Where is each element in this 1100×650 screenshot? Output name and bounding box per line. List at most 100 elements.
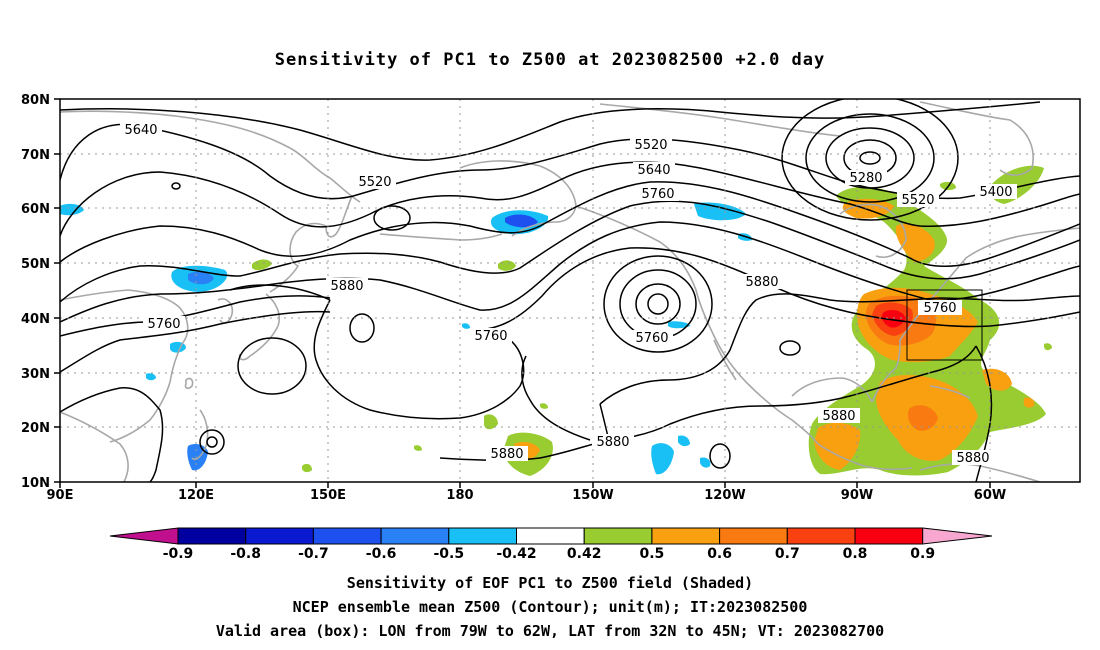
colorbar-tick: -0.9 — [163, 546, 194, 562]
neg-patch — [700, 457, 711, 468]
svg-text:5880: 5880 — [745, 275, 778, 290]
contour-label: 5880 — [486, 446, 528, 462]
contour-line — [60, 161, 1080, 237]
svg-text:5880: 5880 — [596, 435, 629, 450]
neg-patch — [505, 214, 538, 228]
contour-line — [60, 200, 1080, 303]
caption-valid-area: Valid area (box): LON from 79W to 62W, L… — [215, 622, 885, 640]
contour-label: 5280 — [845, 170, 887, 186]
contour-closed — [709, 443, 731, 469]
gridlines — [60, 99, 1080, 482]
contour-line — [229, 284, 331, 301]
neg-patch — [146, 373, 156, 381]
colorbar-tick: 0.5 — [639, 546, 664, 562]
contour-line — [439, 345, 977, 462]
coastline-philippines — [191, 409, 209, 461]
pos-patch — [1044, 343, 1052, 351]
colorbar-cell — [583, 527, 653, 545]
svg-text:5520: 5520 — [358, 175, 391, 190]
neg-patch — [188, 271, 214, 285]
contour-closed — [206, 436, 218, 448]
neg-patch — [694, 202, 746, 221]
contour-label: 5640 — [633, 162, 675, 178]
longitude-labels: 90E 120E 150E 180 150W 120W 90W 60W — [47, 488, 1007, 503]
svg-text:5880: 5880 — [330, 279, 363, 294]
coastline-asia-north — [60, 110, 361, 203]
svg-text:5880: 5880 — [490, 447, 523, 462]
pos-patch — [252, 259, 272, 271]
svg-text:5880: 5880 — [956, 451, 989, 466]
colorbar-cell — [854, 527, 924, 545]
colorbar-tick: -0.42 — [496, 546, 536, 562]
colorbar-cell — [448, 527, 517, 545]
contour-label: 5640 — [120, 122, 162, 138]
contour-line — [60, 310, 331, 373]
lon-label: 120W — [704, 488, 745, 503]
contour-label: 5520 — [354, 174, 396, 190]
colorbar-tick: -0.8 — [230, 546, 261, 562]
contour-label: 5760 — [631, 330, 673, 346]
coastline-arctic — [599, 103, 841, 137]
contour-line — [60, 387, 164, 482]
coastline-caribbean — [929, 385, 971, 399]
contour-label: 5400 — [975, 184, 1017, 200]
contour-closed — [635, 283, 681, 325]
colorbar-cell — [719, 527, 788, 545]
svg-text:5640: 5640 — [637, 163, 670, 178]
coastline-greenland — [919, 101, 1034, 176]
contour-label: 5880 — [818, 408, 860, 424]
coastline-okhotsk — [269, 222, 327, 293]
box-label: 5760 — [918, 300, 962, 316]
lat-label: 10N — [21, 476, 50, 491]
sensitivity-shading — [60, 165, 1052, 476]
pos-patch — [881, 310, 906, 328]
svg-text:5760: 5760 — [474, 329, 507, 344]
pos-patch — [498, 260, 516, 271]
contour-closed — [237, 337, 307, 395]
lon-label: 90E — [47, 488, 74, 503]
colorbar-cell — [922, 527, 993, 545]
neg-patch — [668, 321, 690, 329]
lat-label: 30N — [21, 367, 50, 382]
coastline-florida — [871, 339, 901, 403]
map-frame — [59, 98, 1081, 483]
pos-patch — [414, 445, 422, 451]
contour-label: 5520 — [897, 192, 939, 208]
colorbar-tick: -0.6 — [366, 546, 397, 562]
pos-patch — [907, 405, 938, 431]
coastline-taiwan — [184, 377, 194, 389]
colorbar-cell — [312, 527, 382, 545]
svg-text:5760: 5760 — [147, 317, 180, 332]
colorbar-cell — [109, 527, 179, 545]
lat-label: 40N — [21, 312, 50, 327]
contour-closed — [647, 293, 669, 315]
latitude-labels: 80N 70N 60N 50N 40N 30N 20N 10N — [21, 93, 50, 491]
neg-patch — [678, 435, 690, 447]
lon-label: 180 — [446, 488, 473, 503]
lon-label: 150E — [310, 488, 346, 503]
colorbar-cell — [786, 527, 856, 545]
contour-label: 5760 — [637, 186, 679, 202]
coastline-baja — [713, 339, 737, 381]
colorbar-tick: 0.9 — [910, 546, 935, 562]
contour-line — [975, 345, 993, 482]
colorbar-tick: -0.7 — [298, 546, 329, 562]
svg-text:5280: 5280 — [849, 171, 882, 186]
neg-patch — [462, 323, 470, 329]
contour-label: 5880 — [326, 278, 368, 294]
svg-text:5760: 5760 — [635, 331, 668, 346]
svg-text:5400: 5400 — [979, 185, 1012, 200]
contour-line — [60, 181, 1080, 267]
contour-closed — [373, 205, 411, 231]
coastline-kamchatka — [325, 195, 353, 238]
lat-label: 20N — [21, 421, 50, 436]
colorbar-cell — [245, 527, 314, 545]
colorbar-tick: 0.8 — [843, 546, 868, 562]
colorbar-tick: 0.42 — [567, 546, 602, 562]
coastline-na-west — [575, 205, 819, 445]
contour-closed — [805, 113, 935, 203]
contour-line — [599, 293, 1080, 405]
caption-shading: Sensitivity of EOF PC1 to Z500 field (Sh… — [346, 574, 754, 592]
svg-text:5760: 5760 — [641, 187, 674, 202]
coastline-central-america — [817, 443, 913, 471]
